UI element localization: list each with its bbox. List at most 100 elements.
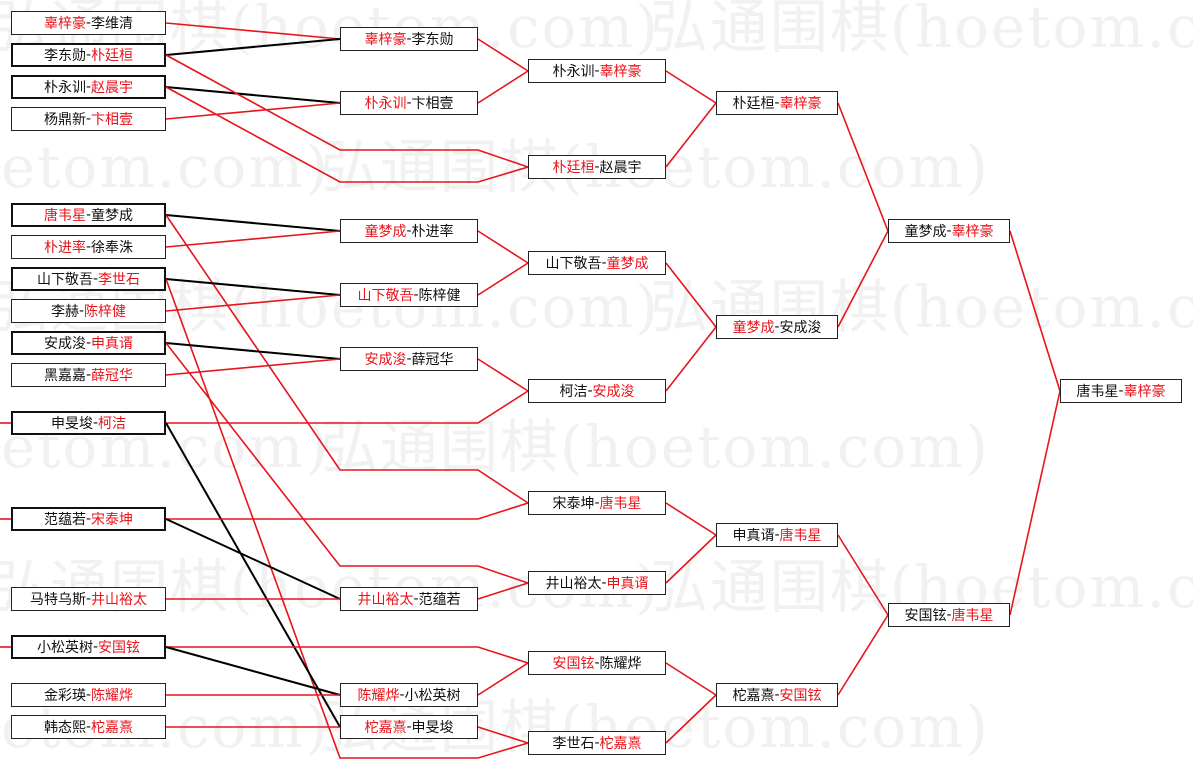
round1-match-box: 申旻埈 - 柯洁 (11, 411, 166, 435)
winner-connector-line (166, 646, 529, 664)
round3-match-box: 柯洁 - 安成浚 (528, 379, 666, 403)
player-1: 宋泰坤 (552, 496, 595, 512)
player-1: 申旻埈 (50, 416, 93, 432)
player-1: 山下敬吾 (545, 256, 602, 272)
winner-connector-line (477, 262, 529, 296)
separator: - (85, 207, 92, 223)
winner-connector-line (165, 102, 341, 120)
separator: - (406, 223, 412, 239)
player-1: 童梦成 (732, 320, 775, 336)
player-1: 韩态熙 (43, 720, 86, 736)
separator: - (601, 575, 607, 591)
separator: - (85, 47, 92, 63)
separator: - (92, 271, 99, 287)
player-1: 杨鼎新 (43, 112, 86, 128)
player-2: 薛冠华 (91, 368, 134, 384)
player-2: 范蕴若 (418, 592, 461, 608)
player-2: 陈梓健 (84, 304, 127, 320)
separator: - (594, 159, 600, 175)
player-2: 李世石 (98, 272, 141, 288)
player-1: 朴永训 (552, 64, 595, 80)
loser-connector-line (165, 214, 341, 232)
player-1: 李东勋 (43, 48, 86, 64)
player-1: 金彩瑛 (43, 688, 86, 704)
player-2: 宋泰坤 (91, 512, 134, 528)
winner-connector-line (1009, 230, 1061, 392)
player-2: 李维清 (91, 16, 134, 32)
round4-match-box: 申真谞 - 唐韦星 (716, 523, 838, 547)
player-2: 朴进率 (411, 224, 454, 240)
loser-connector-line (165, 646, 341, 696)
round2-match-box: 山下敬吾 - 陈梓健 (340, 283, 478, 307)
winner-connector-line (166, 390, 529, 424)
final-match-box: 唐韦星 - 辜梓豪 (1060, 379, 1182, 403)
round1-match-box: 朴永训 - 赵晨宇 (11, 75, 166, 99)
player-1: 唐韦星 (1076, 384, 1119, 400)
player-1: 安国铉 (904, 608, 947, 624)
player-1: 童梦成 (364, 224, 407, 240)
round1-match-box: 朴进率 - 徐奉洙 (11, 235, 166, 259)
winner-connector-line (665, 694, 717, 744)
player-2: 徐奉洙 (91, 240, 134, 256)
player-2: 陈耀烨 (91, 688, 134, 704)
player-2: 唐韦星 (951, 608, 994, 624)
player-2: 安成浚 (592, 384, 635, 400)
player-2: 童梦成 (606, 256, 649, 272)
player-2: 唐韦星 (779, 528, 822, 544)
round3-match-box: 安国铉 - 陈耀烨 (528, 651, 666, 675)
loser-connector-line (165, 342, 341, 360)
player-2: 安成浚 (779, 320, 822, 336)
separator: - (85, 239, 92, 255)
round1-match-box: 唐韦星 - 童梦成 (11, 203, 166, 227)
round1-match-box: 辜梓豪 - 李维清 (11, 11, 166, 35)
winner-connector-line (665, 502, 717, 536)
player-1: 山下敬吾 (357, 288, 414, 304)
round1-match-box: 山下敬吾 - 李世石 (11, 267, 166, 291)
separator: - (594, 655, 600, 671)
separator: - (92, 415, 99, 431)
player-2: 陈梓健 (418, 288, 461, 304)
round2-match-box: 陈耀烨 - 小松英树 (340, 683, 478, 707)
winner-connector-line (837, 614, 889, 696)
winner-connector-line (837, 102, 889, 232)
separator: - (85, 367, 92, 383)
separator: - (601, 255, 607, 271)
player-1: 马特乌斯 (29, 592, 86, 608)
round1-match-box: 黑嘉嘉 - 薛冠华 (11, 363, 166, 387)
winner-connector-line (477, 726, 529, 744)
separator: - (406, 351, 412, 367)
player-2: 童梦成 (91, 208, 134, 224)
loser-connector-line (165, 38, 341, 56)
player-1: 辜梓豪 (364, 32, 407, 48)
separator: - (774, 527, 780, 543)
loser-connector-line (165, 422, 341, 728)
player-2: 薛冠华 (411, 352, 454, 368)
separator: - (946, 223, 952, 239)
winner-connector-line (477, 358, 529, 392)
round4-match-box: 柁嘉熹 - 安国铉 (716, 683, 838, 707)
player-2: 井山裕太 (91, 592, 148, 608)
round1-match-box: 范蕴若 - 宋泰坤 (11, 507, 166, 531)
round1-match-box: 韩态熙 - 柁嘉熹 (11, 715, 166, 739)
separator: - (406, 31, 412, 47)
winner-connector-line (165, 342, 529, 584)
player-1: 李赫 (50, 304, 79, 320)
round2-match-box: 安成浚 - 薛冠华 (340, 347, 478, 371)
separator: - (85, 719, 92, 735)
round2-match-box: 井山裕太 - 范蕴若 (340, 587, 478, 611)
player-2: 安国铉 (98, 640, 141, 656)
player-2: 辜梓豪 (779, 96, 822, 112)
round1-match-box: 小松英树 - 安国铉 (11, 635, 166, 659)
player-2: 卞相壹 (411, 96, 454, 112)
winner-connector-line (665, 534, 717, 584)
round1-match-box: 李赫 - 陈梓健 (11, 299, 166, 323)
player-1: 安成浚 (43, 336, 86, 352)
winner-connector-line (477, 582, 529, 600)
winner-connector-line (665, 262, 717, 328)
player-1: 童梦成 (904, 224, 947, 240)
separator: - (85, 591, 92, 607)
loser-connector-line (165, 278, 341, 296)
winner-connector-line (166, 502, 529, 520)
winner-connector-line (165, 54, 529, 168)
